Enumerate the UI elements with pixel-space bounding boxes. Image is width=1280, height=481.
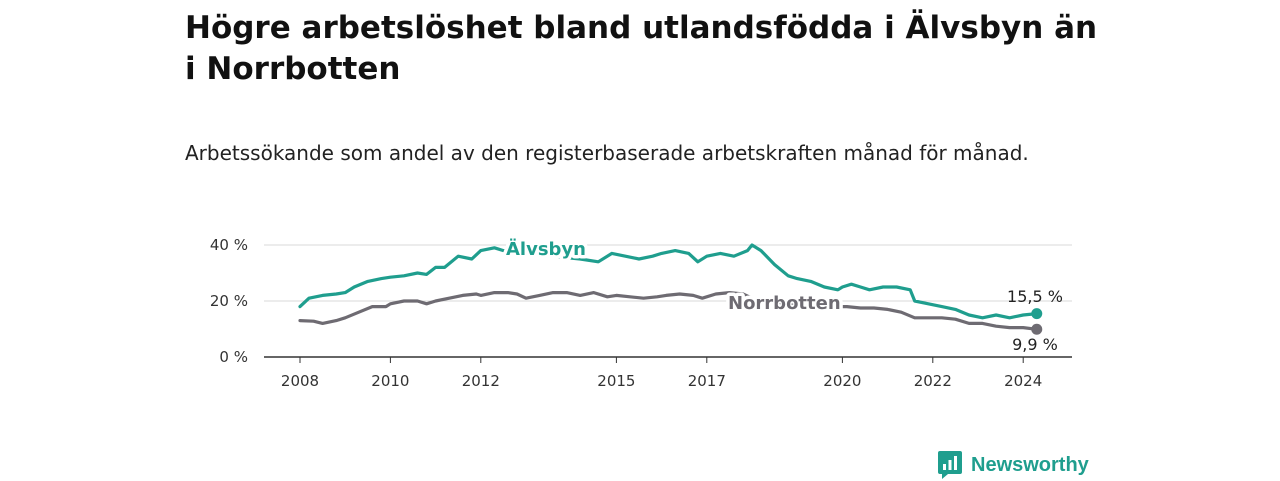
series-end-point [1031, 323, 1043, 335]
y-tick-label: 0 % [219, 348, 248, 366]
brand-logo: Newsworthy [937, 449, 1089, 481]
y-tick-label: 20 % [210, 292, 248, 310]
x-tick-label: 2022 [914, 372, 952, 390]
series-line-alvsbyn [298, 243, 1039, 320]
line-chart: 0 % 20 % 40 % 2008 2010 2012 2015 2017 2020 2022 2… [210, 235, 1072, 390]
series-end-point [1031, 308, 1043, 320]
series-label-alvsbyn: Älvsbyn [506, 238, 586, 260]
x-tick-label: 2024 [1004, 372, 1042, 390]
end-value-label-alvsbyn: 15,5 % [1007, 287, 1063, 306]
end-value-label-norrbotten: 9,9 % [1012, 335, 1058, 354]
x-tick-label: 2012 [462, 372, 500, 390]
series-label-norrbotten: Norrbotten [728, 293, 841, 314]
series-line-norrbotten [298, 291, 1039, 331]
x-tick-label: 2010 [371, 372, 409, 390]
x-tick-label: 2008 [281, 372, 319, 390]
chart-subtitle: Arbetssökande som andel av den registerb… [185, 141, 1029, 165]
newsworthy-logo-icon [938, 451, 962, 479]
x-tick-label: 2015 [597, 372, 635, 390]
x-tick-label: 2017 [688, 372, 726, 390]
brand-name: Newsworthy [971, 453, 1089, 476]
x-tick-label: 2020 [823, 372, 861, 390]
y-tick-label: 40 % [210, 236, 248, 254]
chart-title: Högre arbetslöshet bland utlandsfödda i … [185, 10, 1098, 87]
